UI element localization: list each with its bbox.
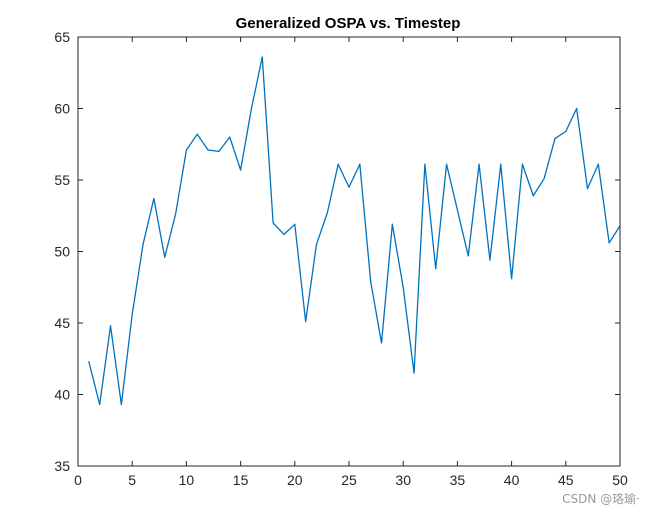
data-point [435, 268, 437, 270]
chart-title: Generalized OSPA vs. Timestep [236, 15, 461, 32]
data-point [565, 130, 567, 132]
data-point [576, 107, 578, 110]
data-point [337, 163, 339, 165]
data-point [511, 278, 513, 280]
data-point [478, 163, 480, 165]
data-point [445, 163, 448, 165]
y-tick-label: 55 [54, 172, 70, 188]
data-point [413, 372, 415, 374]
data-point [185, 149, 187, 151]
data-point [586, 187, 589, 190]
series-layer [88, 56, 621, 406]
data-point [142, 243, 144, 245]
y-tick-label: 40 [54, 387, 70, 403]
data-point [424, 163, 426, 165]
data-point [608, 242, 610, 244]
x-tick-label: 35 [450, 472, 466, 488]
data-point [359, 163, 361, 165]
x-tick-label: 15 [233, 472, 249, 488]
data-point [153, 197, 155, 200]
data-point [305, 320, 307, 323]
watermark: CSDN @珞瑜· [562, 492, 640, 506]
data-point [109, 325, 112, 327]
data-point [294, 223, 296, 225]
x-tick-label: 5 [128, 472, 136, 488]
x-tick-label: 30 [395, 472, 411, 488]
x-tick-label: 0 [74, 472, 82, 488]
data-point [597, 163, 599, 165]
y-tick-label: 50 [54, 244, 70, 260]
data-point [283, 233, 285, 235]
data-point [88, 361, 90, 363]
data-point [380, 342, 383, 344]
data-point [554, 137, 556, 140]
data-point [196, 133, 198, 135]
data-point [99, 403, 101, 406]
x-tick-label: 40 [504, 472, 520, 488]
data-point [543, 177, 545, 180]
data-point [164, 256, 166, 258]
data-point [261, 56, 263, 58]
data-point [218, 150, 220, 152]
x-tick-label: 10 [179, 472, 195, 488]
series-line [88, 56, 621, 406]
data-point [120, 403, 122, 406]
data-point [456, 209, 458, 211]
data-point [391, 223, 393, 225]
data-point [489, 259, 491, 261]
y-tick-label: 45 [54, 315, 70, 331]
data-point [240, 169, 242, 171]
data-point [229, 136, 231, 138]
axis-ticks: 0 5 10 15 20 25 30 35 40 45 50 35 40 45 50 55 60 65 [54, 29, 628, 488]
data-point [174, 213, 177, 215]
x-tick-label: 20 [287, 472, 303, 488]
data-point [272, 222, 274, 224]
x-tick-label: 45 [558, 472, 574, 488]
data-point [521, 163, 524, 165]
data-point [250, 107, 253, 110]
x-tick-label: 25 [341, 472, 357, 488]
x-tick-label: 50 [612, 472, 628, 488]
data-point [326, 212, 328, 214]
data-point [402, 286, 404, 288]
axes-box [77, 36, 621, 467]
data-point [532, 195, 534, 197]
data-point [131, 313, 133, 316]
y-tick-label: 65 [54, 29, 70, 45]
data-point [500, 163, 502, 165]
data-point [348, 186, 350, 188]
y-tick-label: 35 [54, 458, 70, 474]
y-tick-label: 60 [54, 101, 70, 117]
data-point [467, 255, 469, 257]
data-point [370, 280, 372, 283]
data-point [315, 243, 318, 245]
data-point [207, 149, 209, 151]
